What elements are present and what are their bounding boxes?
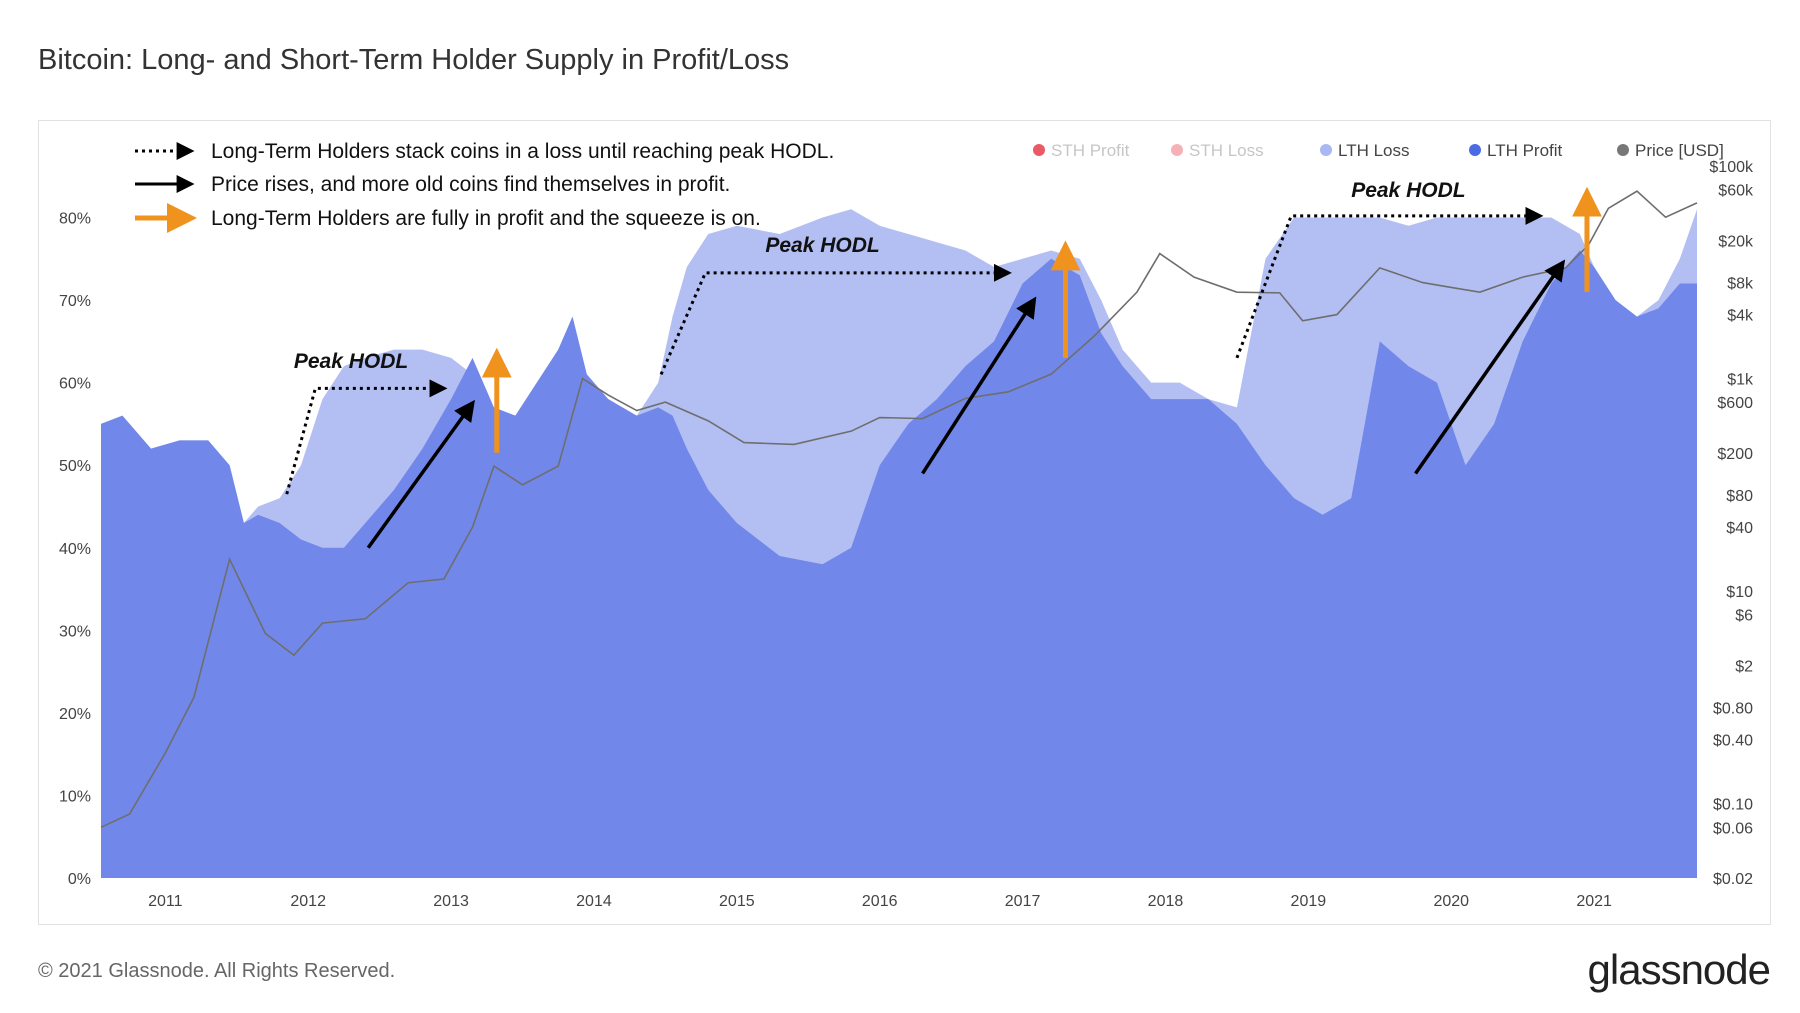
legend-item-0: STH Profit	[1033, 141, 1130, 160]
legend-label: Price [USD]	[1635, 141, 1724, 160]
solid-arrow-cycle2	[921, 296, 1037, 475]
lth-profit-area	[101, 250, 1697, 878]
legend-item-1: STH Loss	[1171, 141, 1264, 160]
y-right-tick-6: $600	[1717, 395, 1753, 412]
x-tick-2019: 2019	[1291, 893, 1327, 910]
x-tick-2014: 2014	[576, 893, 612, 910]
price-line	[100, 190, 1698, 829]
y-right-tick-14: $0.40	[1713, 733, 1753, 750]
x-tick-2013: 2013	[433, 893, 469, 910]
y-right-tick-16: $0.06	[1713, 820, 1753, 837]
y-right-tick-4: $4k	[1727, 308, 1754, 325]
legend-item-2: LTH Loss	[1320, 141, 1410, 160]
x-tick-2012: 2012	[290, 893, 326, 910]
peak-hodl-label-1: Peak HODL	[294, 350, 408, 373]
y-right-tick-1: $60k	[1718, 183, 1754, 200]
y-right-tick-7: $200	[1717, 446, 1753, 463]
solid-arrow-cycle3	[1414, 259, 1566, 475]
legend-item-4: Price [USD]	[1617, 141, 1724, 160]
y-left-tick-6: 60%	[59, 376, 91, 393]
y-right-tick-9: $40	[1726, 520, 1753, 537]
key-text-2: Long-Term Holders are fully in profit an…	[211, 207, 761, 230]
y-right-tick-13: $0.80	[1713, 701, 1753, 718]
y-left-tick-4: 40%	[59, 541, 91, 558]
y-right-tick-10: $10	[1726, 584, 1753, 601]
y-right-tick-15: $0.10	[1713, 797, 1753, 814]
legend-label: LTH Loss	[1338, 141, 1410, 160]
key-text-0: Long-Term Holders stack coins in a loss …	[211, 140, 834, 163]
glassnode-logo: glassnode	[1587, 946, 1771, 993]
y-right-tick-3: $8k	[1727, 276, 1754, 293]
chart-frame: glassnode0%10%20%30%40%50%60%70%80%$100k…	[38, 120, 1771, 925]
x-tick-2015: 2015	[719, 893, 755, 910]
y-right-tick-11: $6	[1735, 608, 1753, 625]
y-right-tick-5: $1k	[1727, 372, 1754, 389]
dotted-arrow-cycle1	[285, 379, 448, 495]
legend-dot-icon	[1617, 144, 1629, 156]
y-right-tick-0: $100k	[1709, 159, 1754, 176]
y-left-tick-3: 30%	[59, 623, 91, 640]
legend-label: LTH Profit	[1487, 141, 1563, 160]
peak-hodl-label-2: Peak HODL	[765, 234, 879, 257]
x-tick-2020: 2020	[1433, 893, 1469, 910]
y-right-tick-8: $80	[1726, 488, 1753, 505]
y-right-tick-2: $20k	[1718, 233, 1754, 250]
legend-item-3: LTH Profit	[1469, 141, 1563, 160]
legend-dot-icon	[1171, 144, 1183, 156]
x-tick-2011: 2011	[148, 893, 183, 910]
y-left-tick-1: 10%	[59, 788, 91, 805]
peak-hodl-label-3: Peak HODL	[1351, 179, 1465, 202]
y-left-tick-5: 50%	[59, 458, 91, 475]
x-tick-2016: 2016	[862, 893, 898, 910]
key-text-1: Price rises, and more old coins find the…	[211, 173, 730, 196]
y-right-tick-12: $2	[1735, 658, 1753, 675]
legend-dot-icon	[1320, 144, 1332, 156]
y-left-tick-8: 80%	[59, 211, 91, 228]
solid-arrow-cycle1	[366, 399, 475, 549]
legend-dot-icon	[1033, 144, 1045, 156]
y-right-tick-17: $0.02	[1713, 871, 1753, 888]
y-left-tick-7: 70%	[59, 293, 91, 310]
dotted-arrow-cycle2	[659, 263, 1012, 375]
y-left-tick-2: 20%	[59, 706, 91, 723]
legend-label: STH Loss	[1189, 141, 1264, 160]
x-tick-2017: 2017	[1005, 893, 1041, 910]
y-left-tick-0: 0%	[68, 871, 91, 888]
legend-dot-icon	[1469, 144, 1481, 156]
page-title: Bitcoin: Long- and Short-Term Holder Sup…	[38, 44, 790, 76]
x-tick-2021: 2021	[1576, 893, 1612, 910]
footer-copyright: © 2021 Glassnode. All Rights Reserved.	[38, 960, 396, 982]
legend-label: STH Profit	[1051, 141, 1130, 160]
chart-svg: glassnode0%10%20%30%40%50%60%70%80%$100k…	[59, 140, 1754, 910]
x-tick-2018: 2018	[1148, 893, 1184, 910]
dotted-arrow-cycle3	[1235, 206, 1544, 359]
